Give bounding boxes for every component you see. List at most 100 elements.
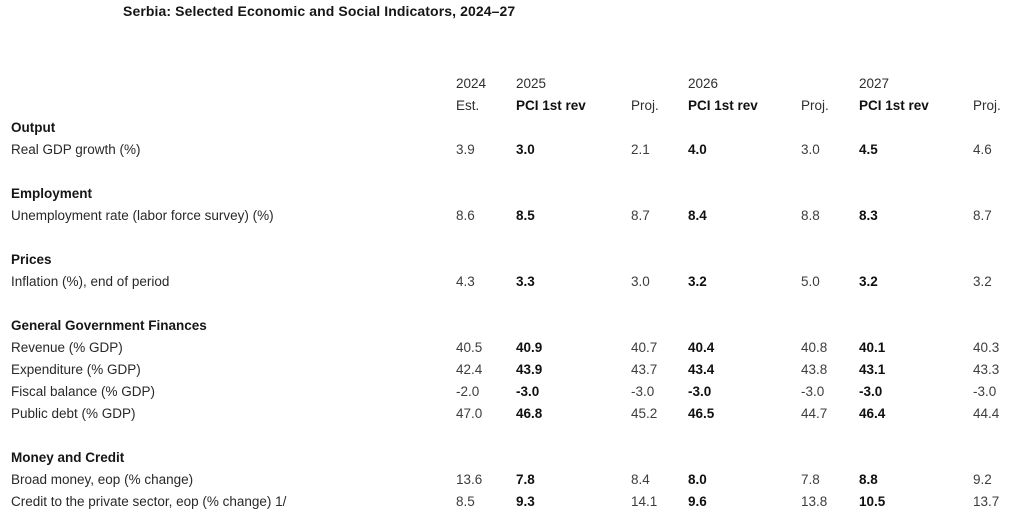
cell-value: 46.8	[516, 406, 543, 421]
section-row: Employment	[0, 183, 1024, 205]
cell-value: 3.2	[973, 274, 992, 289]
cell-value: 8.3	[859, 208, 878, 223]
table-title: Serbia: Selected Economic and Social Ind…	[123, 3, 516, 19]
cell-value: -3.0	[973, 384, 997, 399]
cell-value: 4.0	[688, 142, 707, 157]
table-header-years: 2024 2025 2026 2027	[0, 73, 1024, 95]
header-year-cell: 2025	[516, 76, 547, 91]
cell-value: 40.9	[516, 340, 543, 355]
table-row: Broad money, eop (% change) 13.6 7.8 8.4 8.0…	[0, 469, 1024, 491]
cell-value: 46.5	[688, 406, 715, 421]
cell-value: 43.9	[516, 362, 543, 377]
cell-value: -3.0	[801, 384, 825, 399]
cell-value: 4.5	[859, 142, 878, 157]
table-header-series: Est. PCI 1st rev Proj. PCI 1st rev Proj. PCI …	[0, 95, 1024, 117]
cell-value: 8.6	[456, 208, 475, 223]
section-header-label: Prices	[11, 252, 52, 267]
cell-value: 8.8	[859, 472, 878, 487]
cell-value: 14.1	[631, 494, 658, 509]
row-label: Unemployment rate (labor force survey) (…	[11, 208, 274, 223]
cell-value: 43.3	[973, 362, 1000, 377]
cell-value: 8.0	[688, 472, 707, 487]
table-row: Credit to the private sector, eop (% cha…	[0, 491, 1024, 513]
cell-value: 8.8	[801, 208, 820, 223]
cell-value: 3.2	[859, 274, 878, 289]
row-label: Broad money, eop (% change)	[11, 472, 194, 487]
indicators-table: 2024 2025 2026 2027 Est. PCI 1st rev Proj. PCI …	[0, 73, 1024, 513]
table-row: Fiscal balance (% GDP) -2.0 -3.0 -3.0 -3.0 -3…	[0, 381, 1024, 403]
header-year-cell: 2027	[859, 76, 890, 91]
row-label: Fiscal balance (% GDP)	[11, 384, 156, 399]
cell-value: -3.0	[859, 384, 883, 399]
cell-value: 13.7	[973, 494, 1000, 509]
section-row: General Government Finances	[0, 315, 1024, 337]
cell-value: -3.0	[516, 384, 540, 399]
cell-value: 45.2	[631, 406, 658, 421]
cell-value: 8.4	[631, 472, 650, 487]
cell-value: 40.5	[456, 340, 483, 355]
cell-value: 3.0	[516, 142, 535, 157]
table-row: Real GDP growth (%) 3.9 3.0 2.1 4.0 3.0 4.5 4.6	[0, 139, 1024, 161]
section-row: Money and Credit	[0, 447, 1024, 469]
header-year-cell: 2024	[456, 76, 487, 91]
header-series-cell: Proj.	[631, 98, 659, 113]
cell-value: 10.5	[859, 494, 886, 509]
row-label: Expenditure (% GDP)	[11, 362, 141, 377]
cell-value: 42.4	[456, 362, 483, 377]
cell-value: 3.2	[688, 274, 707, 289]
cell-value: 40.8	[801, 340, 828, 355]
row-label: Revenue (% GDP)	[11, 340, 123, 355]
cell-value: 8.4	[688, 208, 707, 223]
cell-value: 9.2	[973, 472, 992, 487]
row-label: Real GDP growth (%)	[11, 142, 141, 157]
cell-value: 2.1	[631, 142, 650, 157]
cell-value: 43.1	[859, 362, 886, 377]
row-label: Inflation (%), end of period	[11, 274, 170, 289]
spacer-row	[0, 425, 1024, 447]
section-header-label: Employment	[11, 186, 93, 201]
cell-value: 4.6	[973, 142, 992, 157]
cell-value: 44.7	[801, 406, 828, 421]
cell-value: 13.8	[801, 494, 828, 509]
cell-value: 40.1	[859, 340, 886, 355]
cell-value: 9.6	[688, 494, 707, 509]
cell-value: 3.3	[516, 274, 535, 289]
header-series-cell: PCI 1st rev	[688, 98, 758, 113]
row-label: Credit to the private sector, eop (% cha…	[11, 494, 287, 509]
table-row: Unemployment rate (labor force survey) (…	[0, 205, 1024, 227]
cell-value: 47.0	[456, 406, 483, 421]
section-header-label: Money and Credit	[11, 450, 125, 465]
cell-value: 40.7	[631, 340, 658, 355]
section-header-label: Output	[11, 120, 56, 135]
cell-value: 43.4	[688, 362, 715, 377]
header-series-cell: Proj.	[801, 98, 829, 113]
cell-value: 40.3	[973, 340, 1000, 355]
table-row: Public debt (% GDP) 47.0 46.8 45.2 46.5 44.7 4…	[0, 403, 1024, 425]
cell-value: 43.8	[801, 362, 828, 377]
cell-value: 3.9	[456, 142, 475, 157]
cell-value: 7.8	[516, 472, 535, 487]
header-series-cell: PCI 1st rev	[516, 98, 586, 113]
cell-value: 8.7	[973, 208, 992, 223]
cell-value: 44.4	[973, 406, 1000, 421]
cell-value: -2.0	[456, 384, 480, 399]
spacer-row	[0, 161, 1024, 183]
spacer-row	[0, 293, 1024, 315]
cell-value: 46.4	[859, 406, 886, 421]
cell-value: 5.0	[801, 274, 820, 289]
section-row: Prices	[0, 249, 1024, 271]
cell-value: 8.7	[631, 208, 650, 223]
cell-value: 3.0	[631, 274, 650, 289]
table-row: Inflation (%), end of period 4.3 3.3 3.0 3.2…	[0, 271, 1024, 293]
section-row: Output	[0, 117, 1024, 139]
cell-value: 40.4	[688, 340, 715, 355]
table-row: Expenditure (% GDP) 42.4 43.9 43.7 43.4 43.8 4…	[0, 359, 1024, 381]
header-series-cell: PCI 1st rev	[859, 98, 929, 113]
spacer-row	[0, 227, 1024, 249]
cell-value: 9.3	[516, 494, 535, 509]
header-series-cell: Proj.	[973, 98, 1001, 113]
cell-value: 43.7	[631, 362, 658, 377]
section-header-label: General Government Finances	[11, 318, 207, 333]
row-label: Public debt (% GDP)	[11, 406, 136, 421]
